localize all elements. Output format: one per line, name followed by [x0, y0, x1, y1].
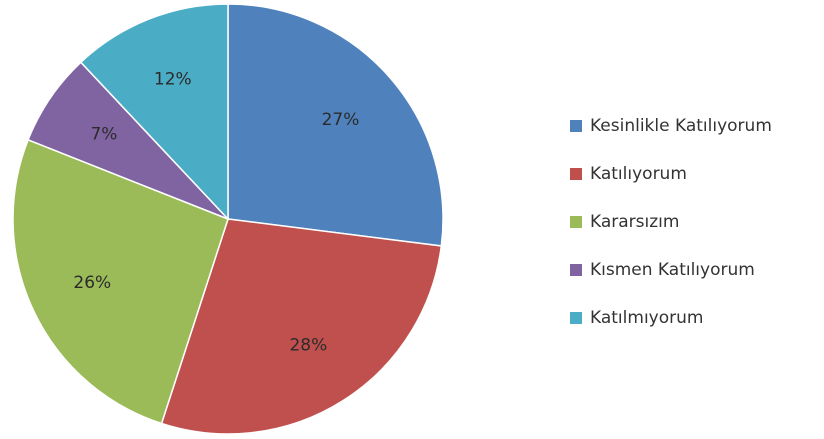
legend-label: Kesinlikle Katılıyorum	[590, 116, 772, 136]
slice-data-label: 12%	[154, 70, 192, 90]
legend-swatch	[570, 264, 582, 276]
slice-data-label: 7%	[90, 125, 117, 145]
legend-swatch	[570, 216, 582, 228]
pie-slices	[12, 3, 444, 435]
pie-slice-labels: 27% 28% 26% 7% 12%	[73, 70, 359, 356]
pie-slice-0	[227, 3, 444, 247]
pie-slice-4	[79, 3, 229, 221]
legend-label: Kısmen Katılıyorum	[590, 260, 755, 280]
legend-label: Kararsızım	[590, 212, 679, 232]
pie-slice-1	[160, 218, 443, 435]
legend-swatch	[570, 168, 582, 180]
legend: Kesinlikle Katılıyorum Katılıyorum Kararsı…	[570, 116, 772, 328]
legend-swatch	[570, 312, 582, 324]
slice-data-label: 28%	[289, 336, 327, 356]
legend-label: Katılmıyorum	[590, 308, 703, 328]
slice-data-label: 26%	[73, 273, 111, 293]
pie-slice-2	[12, 138, 229, 425]
slice-data-label: 27%	[322, 110, 360, 130]
legend-label: Katılıyorum	[590, 164, 687, 184]
legend-swatch	[570, 120, 582, 132]
